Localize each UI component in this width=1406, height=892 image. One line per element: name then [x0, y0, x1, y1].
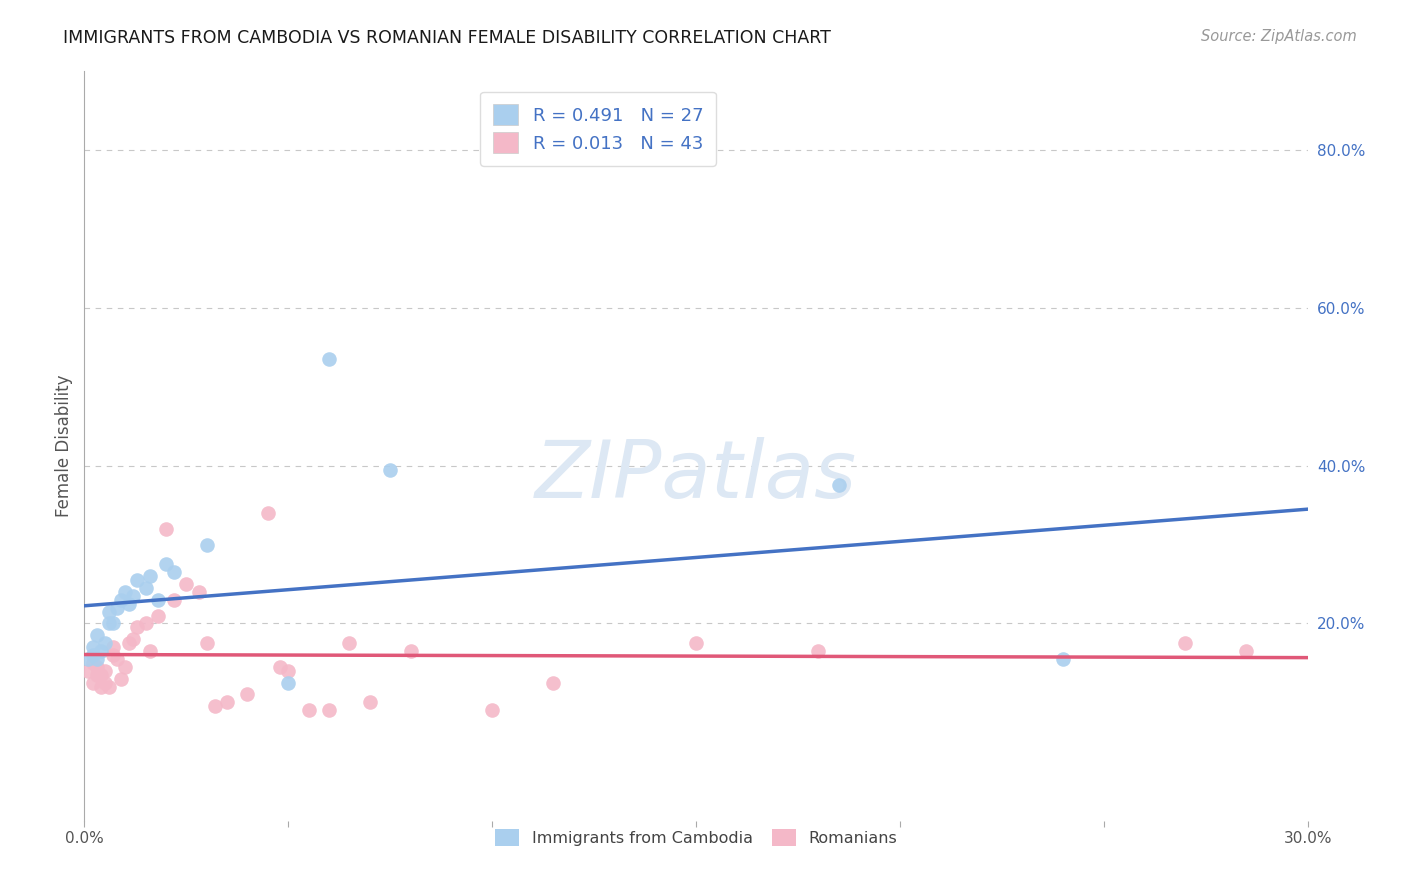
Point — [114, 660, 136, 674]
Point — [138, 569, 160, 583]
Point — [195, 636, 218, 650]
Point — [101, 640, 124, 654]
Point — [127, 573, 149, 587]
Point — [543, 675, 565, 690]
Point — [118, 597, 141, 611]
Point — [481, 703, 503, 717]
Point — [135, 581, 157, 595]
Point — [163, 592, 186, 607]
Legend: Immigrants from Cambodia, Romanians: Immigrants from Cambodia, Romanians — [486, 822, 905, 854]
Point — [82, 656, 104, 670]
Point — [77, 652, 100, 666]
Point — [155, 522, 177, 536]
Point — [685, 636, 707, 650]
Text: ZIPatlas: ZIPatlas — [534, 437, 858, 515]
Point — [380, 463, 402, 477]
Point — [93, 664, 115, 678]
Text: IMMIGRANTS FROM CAMBODIA VS ROMANIAN FEMALE DISABILITY CORRELATION CHART: IMMIGRANTS FROM CAMBODIA VS ROMANIAN FEM… — [63, 29, 831, 46]
Point — [318, 352, 340, 367]
Point — [90, 680, 112, 694]
Point — [82, 640, 104, 654]
Point — [359, 695, 381, 709]
Point — [77, 664, 100, 678]
Point — [105, 600, 128, 615]
Point — [101, 648, 124, 662]
Point — [257, 506, 280, 520]
Point — [399, 644, 422, 658]
Point — [97, 616, 120, 631]
Point — [114, 585, 136, 599]
Point — [236, 688, 259, 702]
Point — [187, 585, 209, 599]
Point — [93, 675, 115, 690]
Point — [101, 616, 124, 631]
Point — [122, 632, 145, 647]
Point — [138, 644, 160, 658]
Point — [86, 628, 108, 642]
Point — [110, 672, 132, 686]
Point — [90, 644, 112, 658]
Point — [93, 636, 115, 650]
Point — [146, 608, 169, 623]
Point — [82, 675, 104, 690]
Point — [277, 675, 299, 690]
Point — [174, 577, 197, 591]
Point — [298, 703, 321, 717]
Point — [86, 667, 108, 681]
Point — [217, 695, 239, 709]
Point — [97, 680, 120, 694]
Point — [204, 699, 226, 714]
Point — [807, 644, 830, 658]
Point — [127, 620, 149, 634]
Point — [110, 592, 132, 607]
Point — [82, 648, 104, 662]
Point — [155, 558, 177, 572]
Point — [97, 605, 120, 619]
Text: Source: ZipAtlas.com: Source: ZipAtlas.com — [1201, 29, 1357, 44]
Point — [122, 589, 145, 603]
Point — [86, 652, 108, 666]
Point — [277, 664, 299, 678]
Point — [105, 652, 128, 666]
Y-axis label: Female Disability: Female Disability — [55, 375, 73, 517]
Point — [339, 636, 361, 650]
Point — [1236, 644, 1258, 658]
Point — [146, 592, 169, 607]
Point — [86, 660, 108, 674]
Point — [269, 660, 291, 674]
Point — [195, 538, 218, 552]
Point — [318, 703, 340, 717]
Point — [1052, 652, 1074, 666]
Point — [135, 616, 157, 631]
Point — [828, 478, 851, 492]
Point — [163, 565, 186, 579]
Point — [90, 667, 112, 681]
Point — [118, 636, 141, 650]
Point — [1174, 636, 1197, 650]
